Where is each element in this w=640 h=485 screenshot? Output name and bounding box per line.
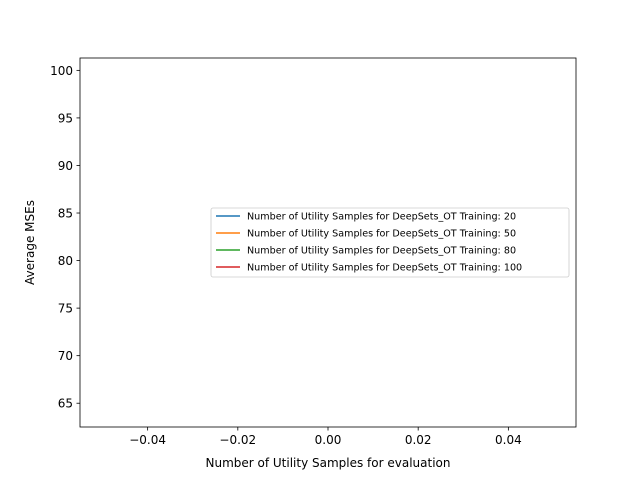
legend-label-1: Number of Utility Samples for DeepSets_O… bbox=[247, 211, 516, 222]
plot-frame bbox=[79, 57, 577, 428]
x-tick-label: −0.04 bbox=[129, 433, 166, 447]
legend-label-2: Number of Utility Samples for DeepSets_O… bbox=[247, 228, 516, 239]
y-tick-label: 85 bbox=[58, 207, 73, 221]
x-tick-label: 0.00 bbox=[315, 433, 342, 447]
y-tick-label: 90 bbox=[58, 159, 73, 173]
y-tick-label: 80 bbox=[58, 254, 73, 268]
y-tick-label: 100 bbox=[50, 64, 73, 78]
legend-frame bbox=[210, 207, 570, 278]
x-axis-ticks: −0.04 −0.02 0.00 0.02 0.04 bbox=[129, 427, 522, 447]
legend-label-4: Number of Utility Samples for DeepSets_O… bbox=[247, 262, 522, 273]
y-tick-label: 75 bbox=[58, 302, 73, 316]
x-tick-label: 0.02 bbox=[405, 433, 432, 447]
legend: Number of Utility Samples for DeepSets_O… bbox=[210, 207, 570, 278]
y-tick-label: 70 bbox=[58, 349, 73, 363]
x-axis-label: Number of Utility Samples for evaluation bbox=[205, 456, 450, 470]
y-axis-label: Average MSEs bbox=[23, 200, 37, 285]
legend-items: Number of Utility Samples for DeepSets_O… bbox=[216, 211, 522, 273]
legend-label-3: Number of Utility Samples for DeepSets_O… bbox=[247, 245, 516, 256]
y-axis-ticks: 65 70 75 80 85 90 95 100 bbox=[50, 64, 80, 411]
y-tick-label: 65 bbox=[58, 397, 73, 411]
y-tick-label: 95 bbox=[58, 111, 73, 125]
x-tick-label: 0.04 bbox=[495, 433, 522, 447]
x-tick-label: −0.02 bbox=[219, 433, 256, 447]
